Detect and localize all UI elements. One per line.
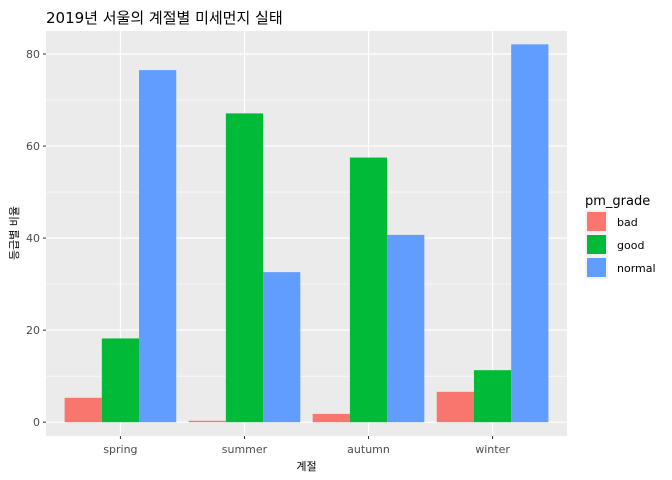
bar-good-autumn [349, 157, 388, 423]
y-tick-label: 40 [26, 232, 40, 245]
bar-bad-spring [64, 397, 102, 423]
bar-normal-spring [139, 70, 177, 423]
bar-good-winter [473, 370, 512, 423]
x-axis: spring summer autumn winter [103, 436, 510, 456]
bar-good-spring [101, 338, 140, 423]
legend-key-good [587, 235, 606, 254]
x-tick-label: summer [222, 443, 268, 456]
bar-normal-winter [511, 44, 549, 423]
legend-label-good: good [617, 239, 644, 252]
bars [64, 44, 549, 423]
bar-bad-winter [436, 391, 474, 423]
x-tick-label: spring [103, 443, 137, 456]
y-axis: 0 20 40 60 80 [26, 48, 46, 429]
legend-key-bad [587, 212, 606, 231]
legend-label-bad: bad [617, 216, 638, 229]
bar-normal-summer [263, 272, 301, 423]
y-tick-label: 0 [33, 416, 40, 429]
bar-good-summer [225, 113, 264, 423]
x-tick-label: autumn [347, 443, 390, 456]
x-tick-label: winter [475, 443, 510, 456]
bar-bad-autumn [312, 413, 350, 423]
y-tick-label: 60 [26, 140, 40, 153]
bar-normal-autumn [387, 234, 425, 423]
chart-title: 2019년 서울의 계절별 미세먼지 실태 [46, 9, 283, 27]
legend: pm_grade bad good normal [585, 194, 656, 279]
legend-key-normal [587, 258, 606, 277]
y-tick-label: 20 [26, 324, 40, 337]
legend-items: bad good normal [585, 210, 656, 279]
legend-label-normal: normal [617, 262, 656, 275]
bar-bad-summer [188, 420, 226, 423]
x-axis-title: 계절 [296, 460, 316, 473]
legend-title: pm_grade [585, 194, 650, 209]
y-axis-title: 등급별 비율 [8, 206, 21, 260]
y-tick-label: 80 [26, 48, 40, 61]
